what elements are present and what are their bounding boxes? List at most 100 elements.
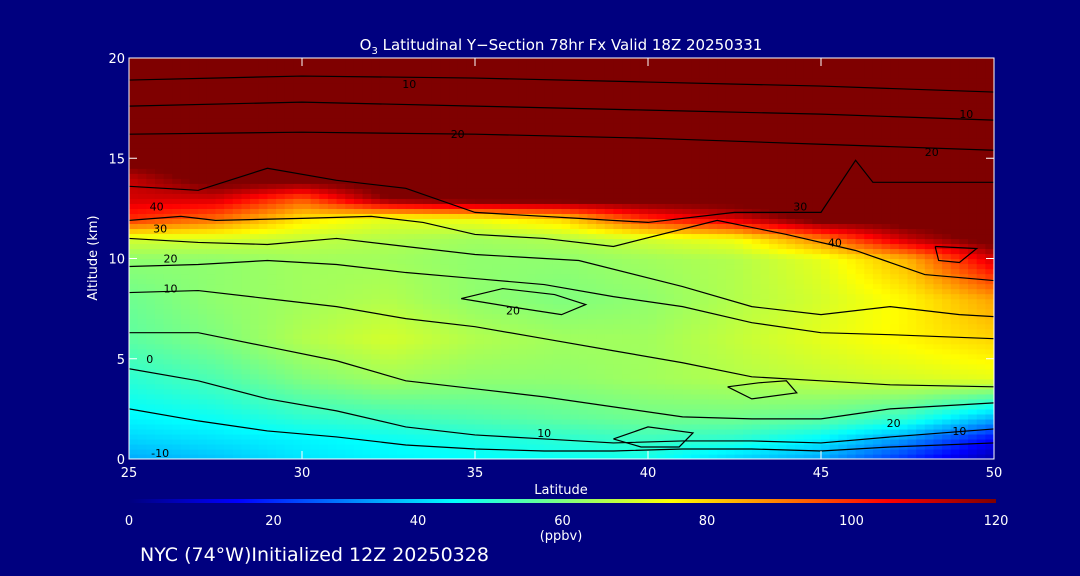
heat-cell bbox=[414, 253, 424, 260]
heat-cell bbox=[812, 263, 822, 270]
heat-cell bbox=[232, 338, 243, 345]
heat-cell bbox=[466, 443, 476, 450]
heat-cell bbox=[613, 383, 623, 390]
heat-cell bbox=[639, 213, 649, 219]
heat-cell bbox=[976, 328, 986, 335]
heat-cell bbox=[821, 238, 831, 245]
heat-cell bbox=[898, 413, 909, 420]
heat-cell bbox=[942, 293, 952, 300]
heat-cell bbox=[302, 448, 312, 455]
heat-cell bbox=[587, 218, 597, 225]
heat-cell bbox=[924, 273, 935, 280]
heat-cell bbox=[483, 413, 493, 420]
heat-cell bbox=[371, 293, 381, 300]
heat-cell bbox=[821, 353, 831, 360]
heat-cell bbox=[379, 333, 390, 340]
heat-cell bbox=[725, 323, 736, 330]
heat-cell bbox=[319, 213, 329, 219]
heat-cell bbox=[276, 423, 286, 430]
heat-cell bbox=[821, 413, 831, 420]
heat-cell bbox=[154, 428, 165, 435]
heat-cell bbox=[872, 423, 883, 430]
heat-cell bbox=[475, 318, 485, 325]
heat-cell bbox=[180, 393, 191, 400]
heat-cell bbox=[751, 423, 762, 430]
heat-cell bbox=[648, 368, 658, 375]
heat-cell bbox=[215, 338, 225, 345]
heat-cell bbox=[604, 208, 614, 214]
heat-cell bbox=[829, 258, 839, 265]
heat-cell bbox=[656, 433, 666, 440]
heat-cell bbox=[405, 363, 416, 370]
heat-cell bbox=[760, 443, 770, 450]
heat-cell bbox=[302, 358, 312, 365]
heat-cell bbox=[942, 298, 952, 305]
heat-cell bbox=[293, 288, 303, 295]
heat-cell bbox=[613, 283, 623, 290]
heat-cell bbox=[846, 423, 857, 430]
heat-cell bbox=[613, 338, 623, 345]
heat-cell bbox=[751, 383, 762, 390]
heat-cell bbox=[276, 208, 286, 214]
heat-cell bbox=[146, 233, 156, 240]
heat-cell bbox=[258, 248, 268, 255]
heat-cell bbox=[916, 223, 926, 230]
heat-cell bbox=[336, 398, 346, 405]
heat-cell bbox=[812, 218, 822, 225]
heat-cell bbox=[189, 333, 199, 340]
heat-cell bbox=[570, 213, 580, 219]
heat-cell bbox=[803, 303, 813, 310]
heat-cell bbox=[544, 398, 554, 405]
heat-cell bbox=[371, 283, 381, 290]
heat-cell bbox=[276, 393, 286, 400]
heat-cell bbox=[267, 273, 277, 280]
heat-cell bbox=[250, 338, 260, 345]
heat-cell bbox=[890, 278, 900, 285]
heat-cell bbox=[751, 253, 762, 260]
heat-cell bbox=[544, 248, 554, 255]
heat-cell bbox=[518, 303, 528, 310]
heat-cell bbox=[241, 373, 251, 380]
heat-cell bbox=[379, 373, 390, 380]
heat-cell bbox=[154, 433, 165, 440]
heat-cell bbox=[129, 388, 139, 395]
heat-cell bbox=[691, 308, 701, 315]
heat-cell bbox=[267, 398, 277, 405]
heat-cell bbox=[180, 398, 191, 405]
heat-cell bbox=[293, 348, 303, 355]
heat-cell bbox=[924, 293, 935, 300]
heat-cell bbox=[942, 348, 952, 355]
heat-cell bbox=[769, 353, 779, 360]
heat-cell bbox=[890, 383, 900, 390]
heat-cell bbox=[864, 268, 874, 275]
heat-cell bbox=[163, 413, 173, 420]
heat-cell bbox=[492, 408, 502, 415]
heat-cell bbox=[388, 348, 398, 355]
heat-cell bbox=[760, 208, 770, 214]
heat-cell bbox=[596, 238, 606, 245]
heat-cell bbox=[587, 228, 597, 235]
heat-cell bbox=[751, 303, 762, 310]
heat-cell bbox=[760, 253, 770, 260]
heat-cell bbox=[129, 418, 139, 425]
heat-cell bbox=[596, 453, 606, 459]
heat-cell bbox=[872, 293, 883, 300]
heat-cell bbox=[362, 348, 372, 355]
heat-cell bbox=[500, 363, 511, 370]
heat-cell bbox=[535, 238, 545, 245]
heat-cell bbox=[587, 448, 597, 455]
heat-cell bbox=[198, 388, 208, 395]
heat-cell bbox=[907, 288, 917, 295]
heat-cell bbox=[803, 323, 813, 330]
heat-cell bbox=[846, 268, 857, 275]
heat-cell bbox=[475, 448, 485, 455]
heat-cell bbox=[379, 213, 390, 219]
heat-cell bbox=[250, 223, 260, 230]
heat-cell bbox=[596, 388, 606, 395]
heat-cell bbox=[760, 218, 770, 225]
heat-cell bbox=[639, 373, 649, 380]
heat-cell bbox=[302, 258, 312, 265]
heat-cell bbox=[630, 328, 640, 335]
heat-cell bbox=[950, 218, 960, 225]
heat-cell bbox=[725, 438, 736, 445]
